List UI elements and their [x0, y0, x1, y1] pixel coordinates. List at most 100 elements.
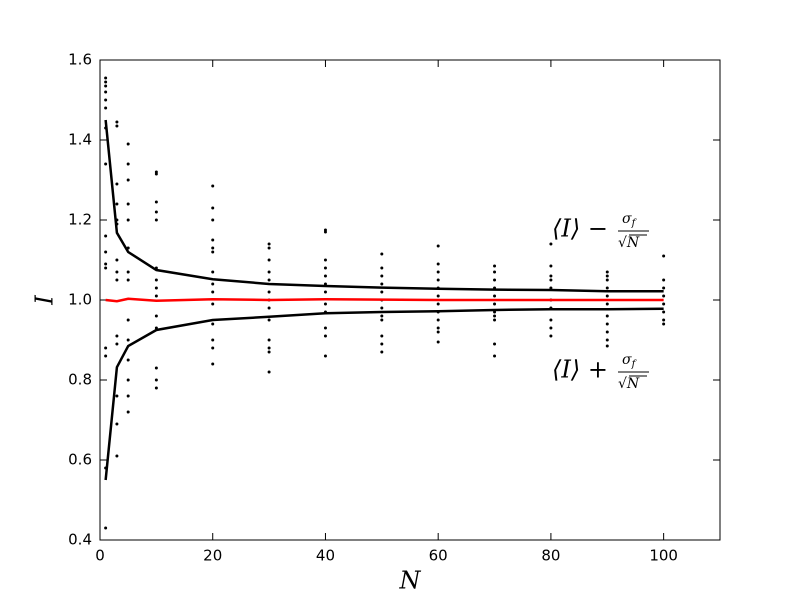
- y-axis-label: I: [31, 295, 59, 306]
- scatter-point: [323, 334, 327, 338]
- scatter-point: [436, 244, 440, 248]
- scatter-point: [380, 318, 384, 322]
- scatter-point: [104, 90, 108, 94]
- scatter-point: [493, 264, 497, 268]
- scatter-point: [154, 218, 158, 222]
- scatter-point: [104, 84, 108, 88]
- scatter-point: [493, 342, 497, 346]
- scatter-point: [380, 306, 384, 310]
- scatter-point: [605, 270, 609, 274]
- y-tick-label: 1.6: [68, 51, 92, 69]
- scatter-point: [549, 326, 553, 330]
- scatter-point: [380, 282, 384, 286]
- scatter-point: [323, 326, 327, 330]
- scatter-point: [104, 106, 108, 110]
- scatter-point: [154, 172, 158, 176]
- scatter-point: [126, 178, 130, 182]
- scatter-point: [662, 310, 666, 314]
- scatter-point: [115, 124, 119, 128]
- scatter-point: [605, 322, 609, 326]
- scatter-point: [380, 290, 384, 294]
- annotation-numerator: σf: [622, 352, 638, 370]
- scatter-point: [104, 266, 108, 270]
- scatter-point: [104, 250, 108, 254]
- scatter-point: [267, 258, 271, 262]
- scatter-point: [605, 294, 609, 298]
- line-series: [105, 297, 664, 303]
- scatter-point: [436, 318, 440, 322]
- scatter-point: [380, 266, 384, 270]
- annotation-numerator: σf: [622, 211, 638, 229]
- scatter-point: [605, 302, 609, 306]
- line-series: [104, 119, 664, 293]
- scatter-point: [662, 322, 666, 326]
- scatter-point: [267, 338, 271, 342]
- scatter-point: [115, 202, 119, 206]
- scatter-point: [493, 314, 497, 318]
- scatter-point: [323, 258, 327, 262]
- scatter-point: [380, 334, 384, 338]
- scatter-point: [549, 318, 553, 322]
- scatter-point: [126, 142, 130, 146]
- scatter-point: [115, 278, 119, 282]
- scatter-point: [126, 410, 130, 414]
- scatter-point: [267, 306, 271, 310]
- x-tick-label: 40: [316, 547, 335, 565]
- scatter-point: [323, 290, 327, 294]
- scatter-point: [267, 350, 271, 354]
- scatter-point: [267, 270, 271, 274]
- y-tick-label: 0.8: [68, 371, 92, 389]
- scatter-point: [605, 330, 609, 334]
- x-tick-label: 80: [541, 547, 560, 565]
- scatter-point: [267, 346, 271, 350]
- scatter-point: [211, 250, 215, 254]
- scatter-point: [662, 278, 666, 282]
- x-tick-label: 60: [429, 547, 448, 565]
- scatter-point: [493, 270, 497, 274]
- scatter-point: [605, 314, 609, 318]
- scatter-point: [211, 362, 215, 366]
- scatter-point: [549, 278, 553, 282]
- scatter-point: [267, 370, 271, 374]
- scatter-point: [126, 394, 130, 398]
- scatter-point: [211, 206, 215, 210]
- scatter-point: [126, 378, 130, 382]
- scatter-point: [436, 302, 440, 306]
- annotation-denominator: √N: [618, 235, 640, 251]
- y-tick-label: 1.2: [68, 211, 92, 229]
- scatter-point: [549, 274, 553, 278]
- scatter-point: [211, 246, 215, 250]
- annotation-denominator: √N: [618, 376, 640, 392]
- scatter-point: [211, 302, 215, 306]
- scatter-point: [493, 354, 497, 358]
- scatter-point: [549, 242, 553, 246]
- plot-frame: [99, 59, 721, 541]
- scatter-point: [154, 200, 158, 204]
- scatter-point: [267, 278, 271, 282]
- scatter-point: [605, 286, 609, 290]
- scatter-point: [380, 350, 384, 354]
- scatter-point: [436, 278, 440, 282]
- scatter-point: [154, 286, 158, 290]
- annotation: ⟨I⟩ − σf √N: [552, 211, 649, 251]
- scatter-point: [267, 290, 271, 294]
- scatter-point: [267, 246, 271, 250]
- scatter-point: [154, 386, 158, 390]
- scatter-point: [126, 358, 130, 362]
- scatter-point: [605, 338, 609, 342]
- scatter-point: [380, 274, 384, 278]
- scatter-point: [323, 274, 327, 278]
- y-tick-label: 0.4: [68, 531, 92, 549]
- scatter-point: [104, 234, 108, 238]
- scatter-point: [323, 230, 327, 234]
- scatter-point: [154, 210, 158, 214]
- scatter-point: [115, 454, 119, 458]
- scatter-point: [493, 302, 497, 306]
- scatter-point: [115, 394, 119, 398]
- scatter-point: [115, 270, 119, 274]
- x-tick-label: 20: [203, 547, 222, 565]
- scatter-point: [104, 80, 108, 84]
- y-tick-label: 1.4: [68, 131, 92, 149]
- scatter-point: [126, 218, 130, 222]
- scatter-point: [323, 302, 327, 306]
